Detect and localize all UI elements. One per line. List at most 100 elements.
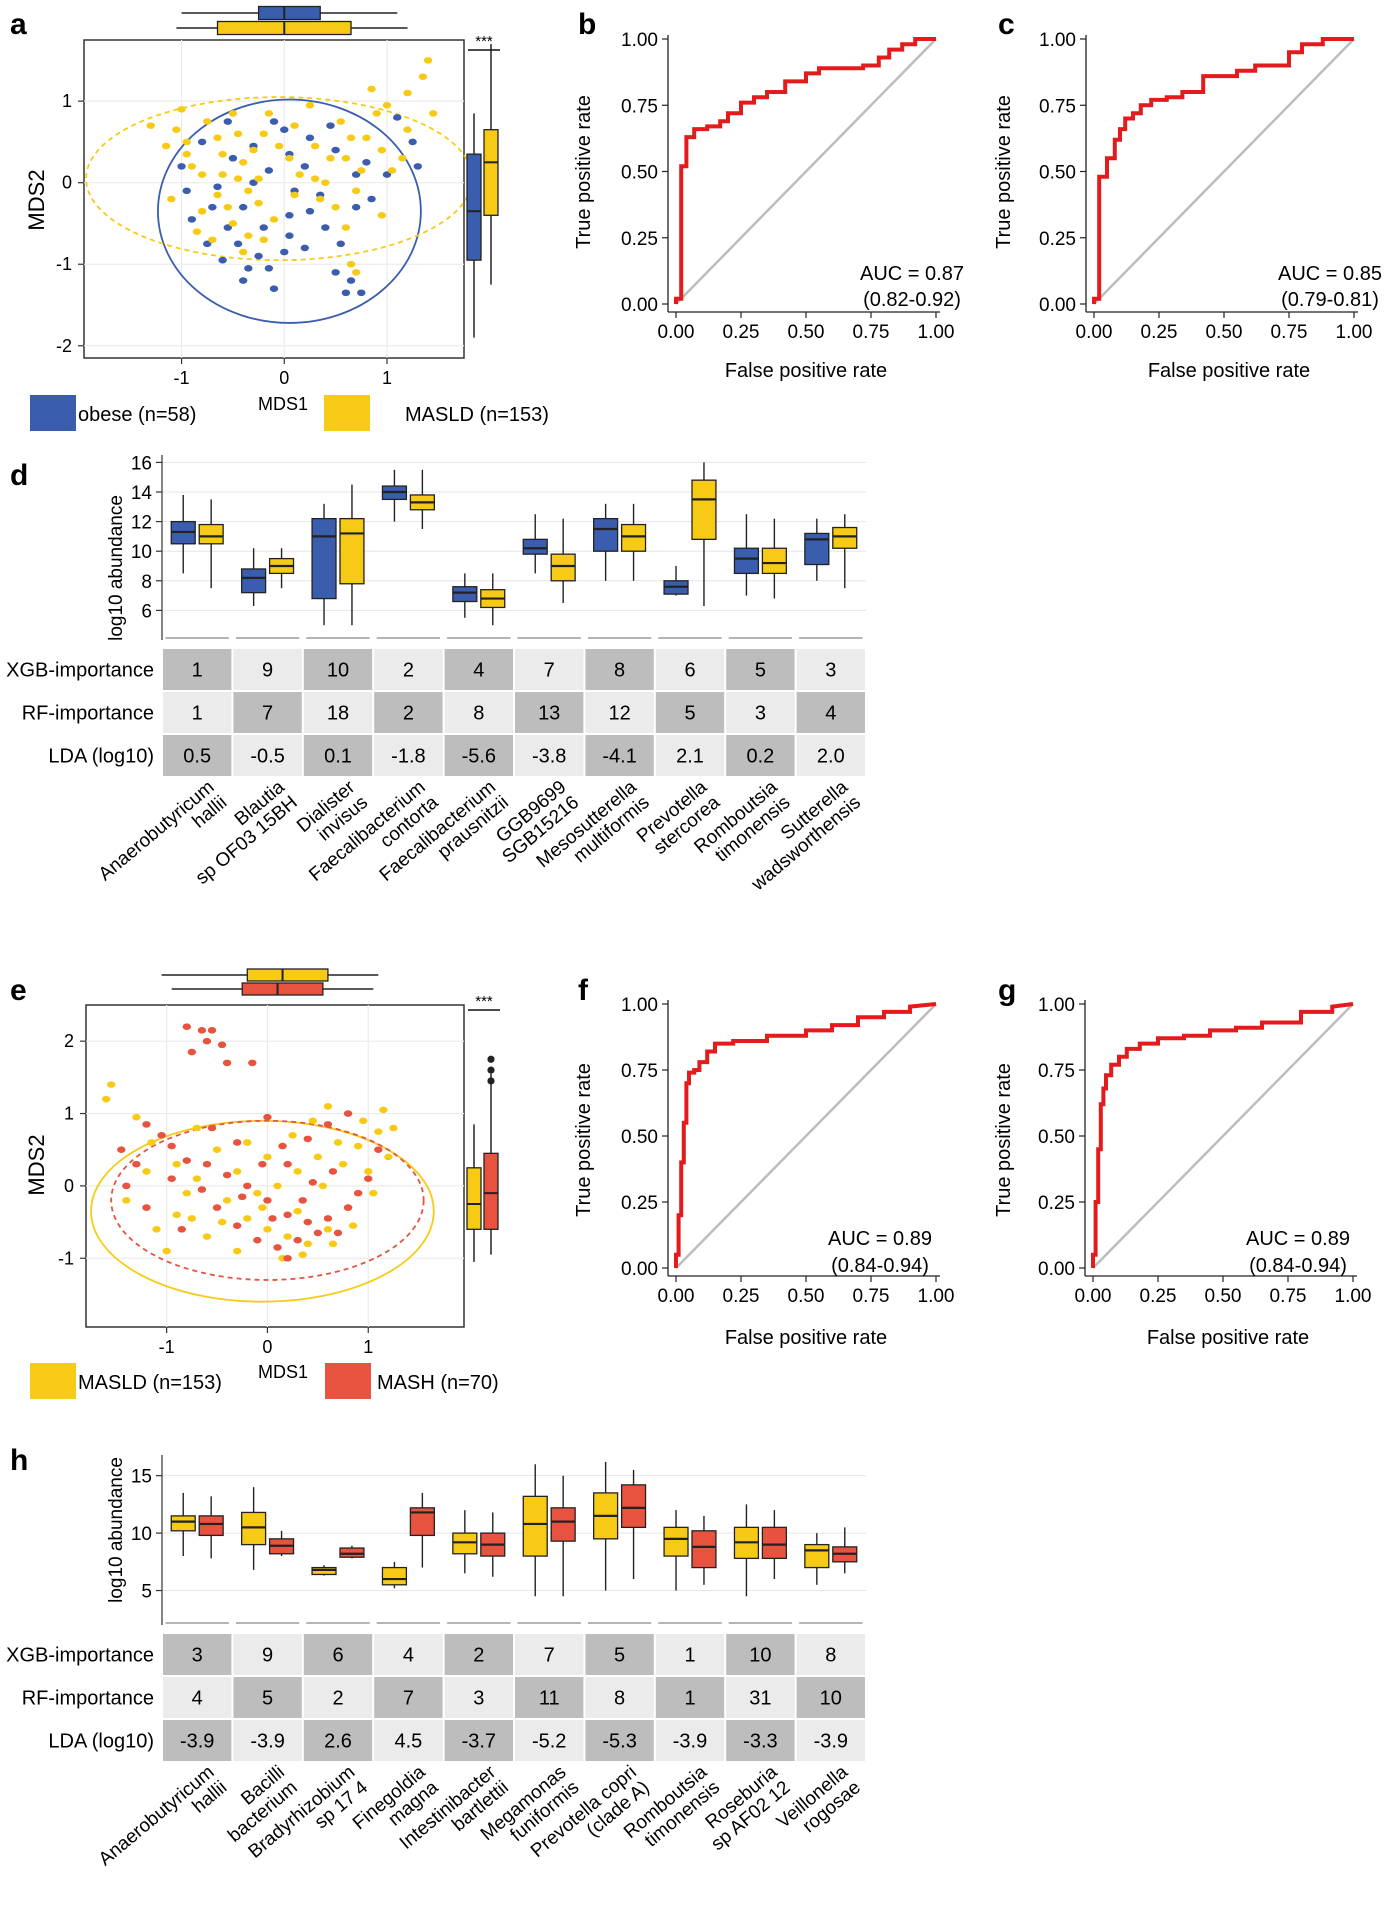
data-point-mash — [283, 1254, 292, 1262]
table-cell-value: 3 — [473, 1688, 484, 1710]
data-point-masld — [203, 118, 212, 125]
panel-a-top-boxplots — [176, 5, 408, 36]
y-tick-label: 0.50 — [621, 163, 658, 184]
data-point-mash — [293, 1236, 302, 1244]
table-cell-value: 1 — [192, 660, 203, 682]
data-point-masld — [197, 171, 207, 178]
data-point-obese — [187, 216, 197, 223]
table-cell-value: 5 — [684, 703, 695, 725]
panel-e-significance-label: *** — [475, 993, 493, 1010]
data-point-mash — [273, 1244, 282, 1251]
data-point-mash — [263, 1113, 272, 1121]
panel-g-axes: 0.00 0.25 0.50 0.75 1.00 0.00 0.25 0.50 0.75 1.00 — [1038, 995, 1371, 1307]
data-point-masld — [377, 212, 387, 219]
y-tick-label: 0.50 — [1038, 1127, 1075, 1148]
panel-a-legend-label-masld: MASLD (n=153) — [405, 404, 549, 426]
x-tick-label: 1.00 — [1336, 322, 1373, 343]
data-point-obese — [197, 138, 207, 146]
data-point-masld — [326, 154, 335, 162]
data-point-mash — [323, 1215, 333, 1222]
box-masld — [381, 1566, 408, 1586]
panel-e-legend-label-mash: MASH (n=70) — [377, 1372, 499, 1394]
data-point-masld — [293, 1207, 302, 1215]
table-cell — [726, 649, 795, 690]
data-point-masld — [318, 1182, 328, 1190]
table-cell — [444, 1720, 513, 1761]
table-cell — [796, 735, 865, 776]
roc-curve — [1091, 1002, 1354, 1268]
x-tick-label: 0.25 — [1140, 1286, 1177, 1307]
table-cell — [515, 1677, 584, 1718]
data-point-masld — [177, 106, 186, 113]
table-cell-value: 1 — [684, 1645, 695, 1667]
data-point-mash — [197, 1027, 207, 1034]
table-cell — [515, 649, 584, 690]
data-point-masld — [274, 142, 284, 150]
table-cell-value: 8 — [614, 660, 625, 682]
panel-d-y-axis-label: log10 abundance — [106, 495, 127, 641]
table-row-label: XGB-importance — [6, 660, 154, 682]
panel-g-x-axis-label: False positive rate — [1147, 1327, 1309, 1349]
box-masld — [170, 1515, 196, 1532]
panel-a-mds-plot: -1 0 1 -2 -1 0 1 *** MDS1 MDS2 obese (n=58) MA… — [24, 5, 549, 431]
x-tick-label: 0.50 — [788, 1286, 825, 1307]
data-point-masld — [418, 73, 428, 80]
panel-g-y-axis-label: True positive rate — [993, 1063, 1015, 1217]
data-point-obese — [300, 163, 310, 170]
data-point-masld — [263, 1226, 272, 1233]
table-cell-value: 4 — [473, 660, 484, 682]
data-point-mash — [233, 1139, 242, 1146]
roc-curve — [674, 37, 936, 304]
data-point-mash — [248, 1059, 257, 1067]
y-tick-label: 1.00 — [1039, 30, 1076, 51]
data-point-obese — [254, 252, 263, 260]
data-point-mash — [303, 1135, 312, 1143]
x-tick-label: 0.25 — [723, 1286, 760, 1307]
panel-e-points — [101, 1023, 398, 1262]
data-point-obese — [305, 207, 315, 215]
panel-letter-h: h — [10, 1444, 28, 1477]
y-tick-label: 12 — [131, 513, 152, 534]
table-cell — [796, 692, 865, 733]
data-point-masld — [192, 1124, 202, 1132]
table-cell-value: 9 — [262, 1645, 273, 1667]
data-point-mash — [182, 1157, 191, 1164]
table-cell — [374, 1720, 443, 1761]
data-point-masld — [197, 207, 207, 215]
table-cell — [655, 1720, 725, 1761]
table-cell-value: 4.5 — [394, 1731, 422, 1753]
data-point-masld — [323, 1103, 333, 1110]
box-obese — [733, 547, 760, 575]
x-tick-label: 0 — [262, 1337, 272, 1357]
data-point-obese — [393, 114, 402, 121]
table-cell — [233, 1720, 302, 1761]
table-cell — [374, 1634, 443, 1675]
table-cell-value: 2.1 — [676, 746, 704, 768]
data-point-masld — [290, 122, 299, 129]
data-point-masld — [379, 1106, 388, 1114]
data-point-masld — [212, 1146, 222, 1154]
table-cell-value: 8 — [614, 1688, 625, 1710]
data-point-obese — [336, 240, 345, 248]
diagonal-reference-line — [1093, 38, 1355, 305]
x-tick-label: 0.50 — [1206, 322, 1243, 343]
box-mash — [241, 982, 324, 996]
x-tick-label: 1 — [382, 368, 392, 388]
data-point-mash — [187, 1048, 197, 1056]
data-point-mash — [298, 1197, 307, 1204]
data-point-mash — [333, 1229, 343, 1237]
data-point-obese — [280, 248, 289, 256]
panel-a-legend-label-obese: obese (n=58) — [78, 404, 196, 426]
data-point-masld — [238, 248, 248, 256]
panel-a-significance-label: *** — [475, 33, 493, 50]
panel-f-axes: 0.00 0.25 0.50 0.75 1.00 0.00 0.25 0.50 0.75 1.00 — [621, 995, 954, 1307]
box-masld — [663, 1526, 689, 1557]
panel-e-frame — [85, 1004, 465, 1328]
box-masld — [761, 547, 787, 575]
table-cell — [303, 692, 373, 733]
data-point-mash — [157, 1131, 166, 1139]
data-point-masld — [423, 57, 433, 64]
data-point-obese — [280, 126, 289, 133]
data-point-masld — [192, 1175, 202, 1182]
